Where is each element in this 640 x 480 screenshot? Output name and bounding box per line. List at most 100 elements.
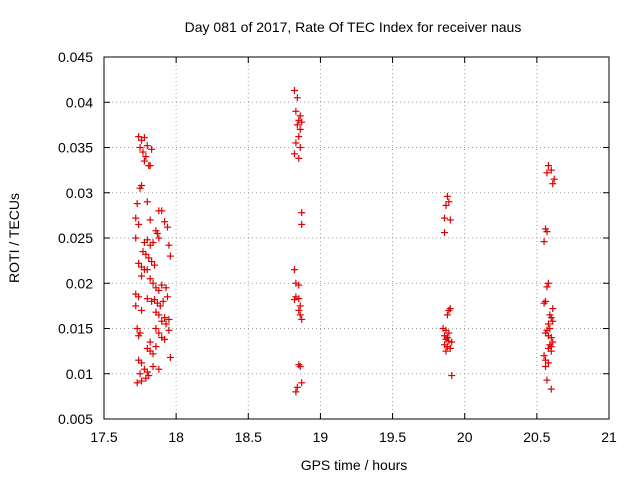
data-point (543, 283, 551, 291)
data-point (138, 306, 146, 314)
data-point (298, 209, 306, 217)
data-point (290, 150, 298, 158)
data-point (298, 315, 306, 323)
data-point (443, 192, 451, 200)
x-tick-label: 18.5 (235, 429, 262, 445)
data-point (298, 118, 306, 126)
data-point (132, 234, 140, 242)
data-point (148, 258, 156, 266)
data-point (445, 198, 453, 206)
data-point (140, 134, 148, 142)
data-point (143, 266, 151, 274)
data-point (163, 223, 171, 231)
data-point (149, 279, 157, 287)
data-point (547, 314, 555, 322)
data-point (138, 377, 146, 385)
data-point (146, 338, 154, 346)
data-point (441, 229, 449, 237)
data-point (133, 200, 141, 208)
y-tick-label: 0.015 (58, 321, 93, 337)
data-point (136, 370, 144, 378)
data-point (149, 363, 157, 371)
data-point (295, 281, 303, 289)
data-point (143, 295, 151, 303)
data-point (540, 299, 548, 307)
data-point (143, 142, 151, 150)
data-point (292, 388, 300, 396)
x-tick-label: 19 (313, 429, 329, 445)
data-point (549, 180, 557, 188)
data-point (146, 275, 154, 283)
x-axis: 17.5 18 18.5 19 19.5 20 20.5 21 (90, 57, 617, 445)
x-tick-label: 20 (457, 429, 473, 445)
data-point (166, 353, 174, 361)
data-point (293, 121, 301, 129)
data-point (446, 305, 454, 313)
data-point (165, 326, 173, 334)
data-point (295, 306, 303, 314)
data-point (158, 207, 166, 215)
data-point (142, 374, 150, 382)
data-point (298, 379, 306, 387)
data-point (166, 252, 174, 260)
data-point (295, 295, 303, 303)
data-point (155, 311, 163, 319)
data-point (142, 250, 150, 258)
data-point (544, 279, 552, 287)
data-point (295, 154, 303, 162)
data-point (132, 302, 140, 310)
data-point (296, 363, 304, 371)
data-point (165, 315, 173, 323)
data-point (543, 228, 551, 236)
data-point (445, 306, 453, 314)
data-point (446, 216, 454, 224)
data-point (162, 284, 170, 292)
data-point (290, 86, 298, 94)
data-point (165, 241, 173, 249)
data-point (544, 359, 552, 367)
data-point (549, 305, 557, 313)
data-point (139, 148, 147, 156)
data-point (132, 214, 140, 222)
data-point (133, 379, 141, 387)
data-point (290, 266, 298, 274)
data-point (161, 314, 169, 322)
y-axis: 0.005 0.01 0.015 0.02 0.025 0.03 0.035 0.04 0.04… (58, 49, 609, 427)
y-axis-label: ROTI / TECUs (6, 193, 22, 283)
x-tick-label: 17.5 (90, 429, 117, 445)
data-point (443, 311, 451, 319)
data-point (298, 220, 306, 228)
data-point (446, 344, 454, 352)
y-tick-label: 0.02 (66, 275, 93, 291)
data-point (296, 125, 304, 133)
y-tick-label: 0.005 (58, 411, 93, 427)
y-tick-label: 0.035 (58, 140, 93, 156)
data-point (540, 352, 548, 360)
data-point (133, 325, 141, 332)
data-point (162, 320, 170, 328)
x-tick-label: 19.5 (379, 429, 406, 445)
data-point (148, 145, 156, 153)
data-point (295, 133, 303, 141)
data-point (296, 112, 304, 120)
data-point (143, 198, 151, 206)
data-point (290, 296, 298, 304)
data-point (135, 332, 143, 340)
data-point (140, 157, 148, 165)
x-tick-label: 20.5 (523, 429, 550, 445)
data-point (296, 311, 304, 319)
data-point (143, 236, 151, 244)
data-point (136, 144, 144, 151)
data-point (442, 201, 450, 209)
data-point (138, 359, 146, 367)
data-point (155, 234, 163, 242)
data-point (295, 361, 303, 369)
y-tick-label: 0.01 (66, 366, 93, 382)
data-point (543, 169, 551, 177)
data-point (135, 293, 143, 301)
data-point (159, 297, 167, 305)
data-point (161, 335, 169, 343)
data-point (152, 343, 160, 351)
data-point (143, 368, 151, 376)
